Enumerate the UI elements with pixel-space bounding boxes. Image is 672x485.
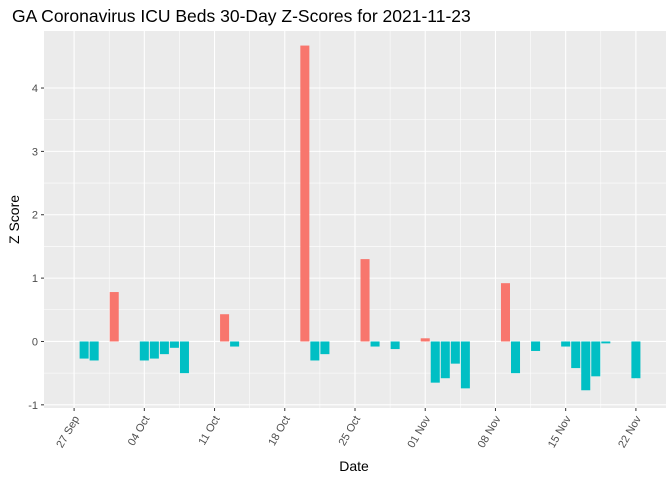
x-tick-label: 11 Oct bbox=[196, 414, 222, 447]
x-tick-label: 18 Oct bbox=[266, 414, 293, 448]
bar bbox=[230, 341, 240, 347]
bar bbox=[179, 341, 189, 374]
x-tick-label: 15 Nov bbox=[546, 414, 574, 451]
bar bbox=[109, 292, 119, 342]
x-tick-label: 01 Nov bbox=[406, 414, 434, 451]
y-axis: -1 0 1 2 3 4 bbox=[28, 83, 44, 412]
bar bbox=[390, 341, 400, 350]
bar bbox=[89, 341, 99, 361]
bar bbox=[500, 283, 510, 342]
bar bbox=[531, 341, 541, 351]
bar bbox=[159, 341, 169, 355]
bar bbox=[430, 341, 440, 383]
bar bbox=[139, 341, 149, 361]
x-tick-label: 25 Oct bbox=[337, 414, 364, 448]
bar bbox=[360, 259, 370, 342]
x-tick-label: 27 Sep bbox=[54, 414, 82, 450]
bar bbox=[169, 341, 179, 348]
bar bbox=[581, 341, 591, 391]
y-tick-label: 3 bbox=[32, 146, 38, 158]
bar bbox=[300, 45, 310, 342]
bar bbox=[631, 341, 641, 379]
x-tick-label: 08 Nov bbox=[476, 414, 504, 451]
bar bbox=[450, 341, 460, 364]
bar bbox=[571, 341, 581, 369]
bar bbox=[561, 341, 571, 347]
bar bbox=[220, 314, 230, 342]
bar bbox=[370, 341, 380, 347]
bar bbox=[79, 341, 89, 359]
bar bbox=[601, 341, 611, 344]
y-tick-label: 0 bbox=[32, 336, 38, 348]
x-tick-label: 04 Oct bbox=[126, 414, 153, 448]
chart-title: GA Coronavirus ICU Beds 30-Day Z-Scores … bbox=[12, 6, 471, 26]
bar bbox=[149, 341, 159, 359]
y-tick-label: 1 bbox=[32, 273, 38, 285]
x-tick-label: 22 Nov bbox=[616, 414, 644, 451]
x-axis: 27 Sep 04 Oct 11 Oct 18 Oct 25 Oct 01 Nov 08 N… bbox=[54, 408, 644, 450]
bar bbox=[511, 341, 521, 374]
x-axis-title: Date bbox=[339, 458, 369, 474]
bar bbox=[320, 341, 330, 355]
bars-group bbox=[79, 45, 641, 391]
major-gridlines bbox=[44, 31, 666, 408]
y-tick-label: 2 bbox=[32, 210, 38, 222]
bar bbox=[310, 341, 320, 361]
bar bbox=[591, 341, 601, 377]
y-tick-label: 4 bbox=[32, 83, 38, 95]
bar bbox=[460, 341, 470, 389]
bar bbox=[440, 341, 450, 379]
y-tick-label: -1 bbox=[28, 400, 38, 412]
bar bbox=[420, 338, 430, 342]
y-axis-title: Z Score bbox=[6, 195, 22, 244]
